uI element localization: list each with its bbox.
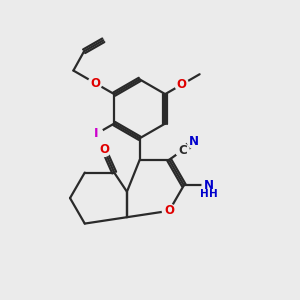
Text: O: O <box>90 76 100 90</box>
Text: N: N <box>204 179 214 192</box>
Text: C: C <box>178 144 187 157</box>
Circle shape <box>162 204 176 218</box>
Text: H: H <box>200 189 209 199</box>
Circle shape <box>188 135 201 148</box>
Circle shape <box>88 76 102 90</box>
Circle shape <box>97 143 111 157</box>
Text: O: O <box>99 143 109 156</box>
Text: N: N <box>189 135 199 148</box>
Text: I: I <box>94 128 99 140</box>
Circle shape <box>176 144 189 157</box>
Text: O: O <box>164 204 174 217</box>
Text: H: H <box>209 189 218 199</box>
Circle shape <box>90 127 103 141</box>
Circle shape <box>175 78 188 91</box>
Circle shape <box>202 178 216 192</box>
Text: O: O <box>177 78 187 91</box>
